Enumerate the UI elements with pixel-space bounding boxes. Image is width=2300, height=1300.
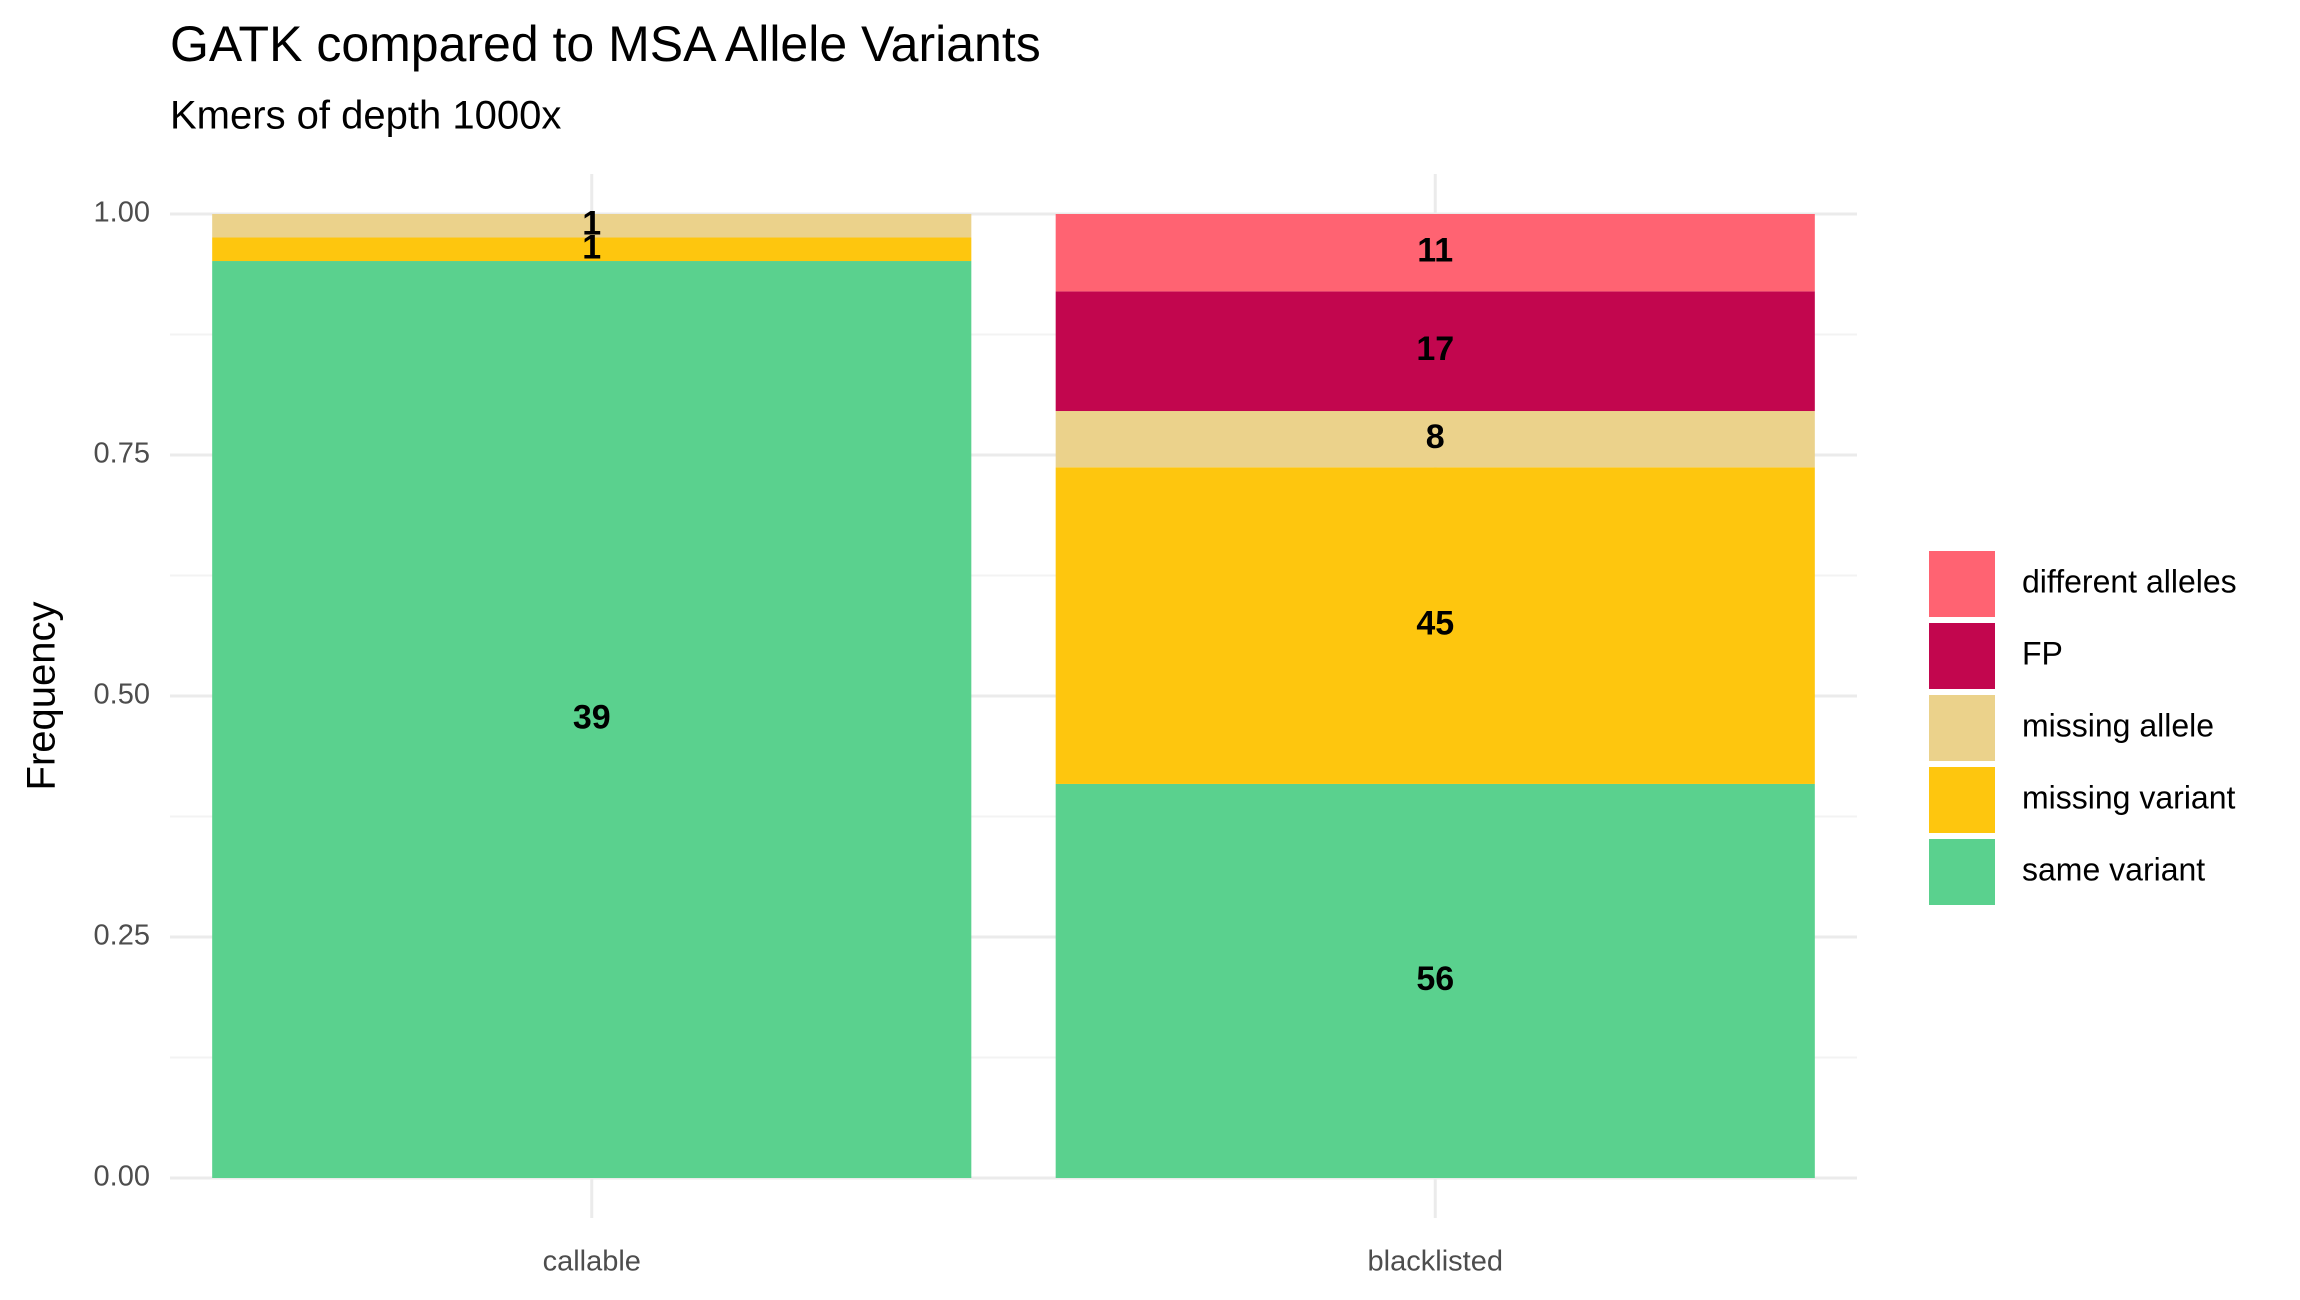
bar-segment — [1055, 291, 1815, 412]
data-label: 17 — [1416, 330, 1454, 368]
data-label: 11 — [1417, 232, 1453, 270]
legend-label: missing allele — [2022, 707, 2214, 743]
bar-segment — [212, 237, 972, 262]
y-axis-title: Frequency — [20, 602, 64, 791]
y-tick-label: 0.25 — [94, 920, 150, 952]
data-label: 1 — [582, 228, 601, 266]
chart-subtitle: Kmers of depth 1000x — [170, 94, 561, 138]
bar-segment — [1055, 214, 1815, 292]
legend-label: different alleles — [2022, 563, 2237, 599]
legend-label: FP — [2022, 635, 2063, 671]
data-label: 45 — [1416, 605, 1454, 643]
bar-segment — [1055, 467, 1815, 784]
data-label: 56 — [1416, 960, 1454, 998]
x-tick-label: callable — [543, 1246, 641, 1278]
bar-segment — [212, 261, 972, 1178]
bar-segment — [1055, 783, 1815, 1178]
legend-key — [1929, 767, 1995, 833]
legend-key — [1929, 551, 1995, 617]
legend-label: missing variant — [2022, 779, 2236, 815]
data-label: 39 — [573, 698, 611, 736]
y-tick-label: 1.00 — [94, 197, 150, 229]
legend-label: same variant — [2022, 851, 2205, 887]
y-tick-label: 0.50 — [94, 679, 150, 711]
data-label: 1 — [582, 205, 601, 243]
data-label: 8 — [1426, 418, 1445, 456]
legend-key — [1929, 839, 1995, 905]
y-tick-label: 0.00 — [94, 1161, 150, 1193]
bar-segment — [212, 214, 972, 238]
chart-title: GATK compared to MSA Allele Variants — [170, 16, 1041, 72]
bar-segment — [1055, 411, 1815, 468]
legend-key — [1929, 695, 1995, 761]
x-tick-label: blacklisted — [1368, 1246, 1503, 1278]
legend-key — [1929, 623, 1995, 689]
y-tick-label: 0.75 — [94, 438, 150, 470]
